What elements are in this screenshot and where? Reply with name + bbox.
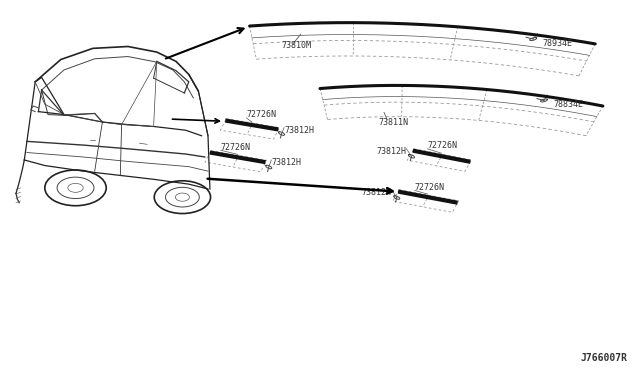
Text: 73811N: 73811N: [379, 118, 409, 126]
Text: 78934E: 78934E: [543, 39, 573, 48]
Text: 72726N: 72726N: [415, 183, 445, 192]
Text: 73812H: 73812H: [362, 188, 392, 197]
Text: 73812H: 73812H: [376, 147, 406, 156]
Text: 73812H: 73812H: [271, 158, 301, 167]
Text: 72726N: 72726N: [246, 110, 276, 119]
Text: 73812H: 73812H: [284, 126, 314, 135]
Text: J766007R: J766007R: [580, 353, 627, 363]
Text: 72726N: 72726N: [221, 143, 251, 152]
Text: 73810M: 73810M: [282, 41, 312, 50]
Text: 72726N: 72726N: [428, 141, 458, 150]
Text: 78834E: 78834E: [554, 100, 584, 109]
